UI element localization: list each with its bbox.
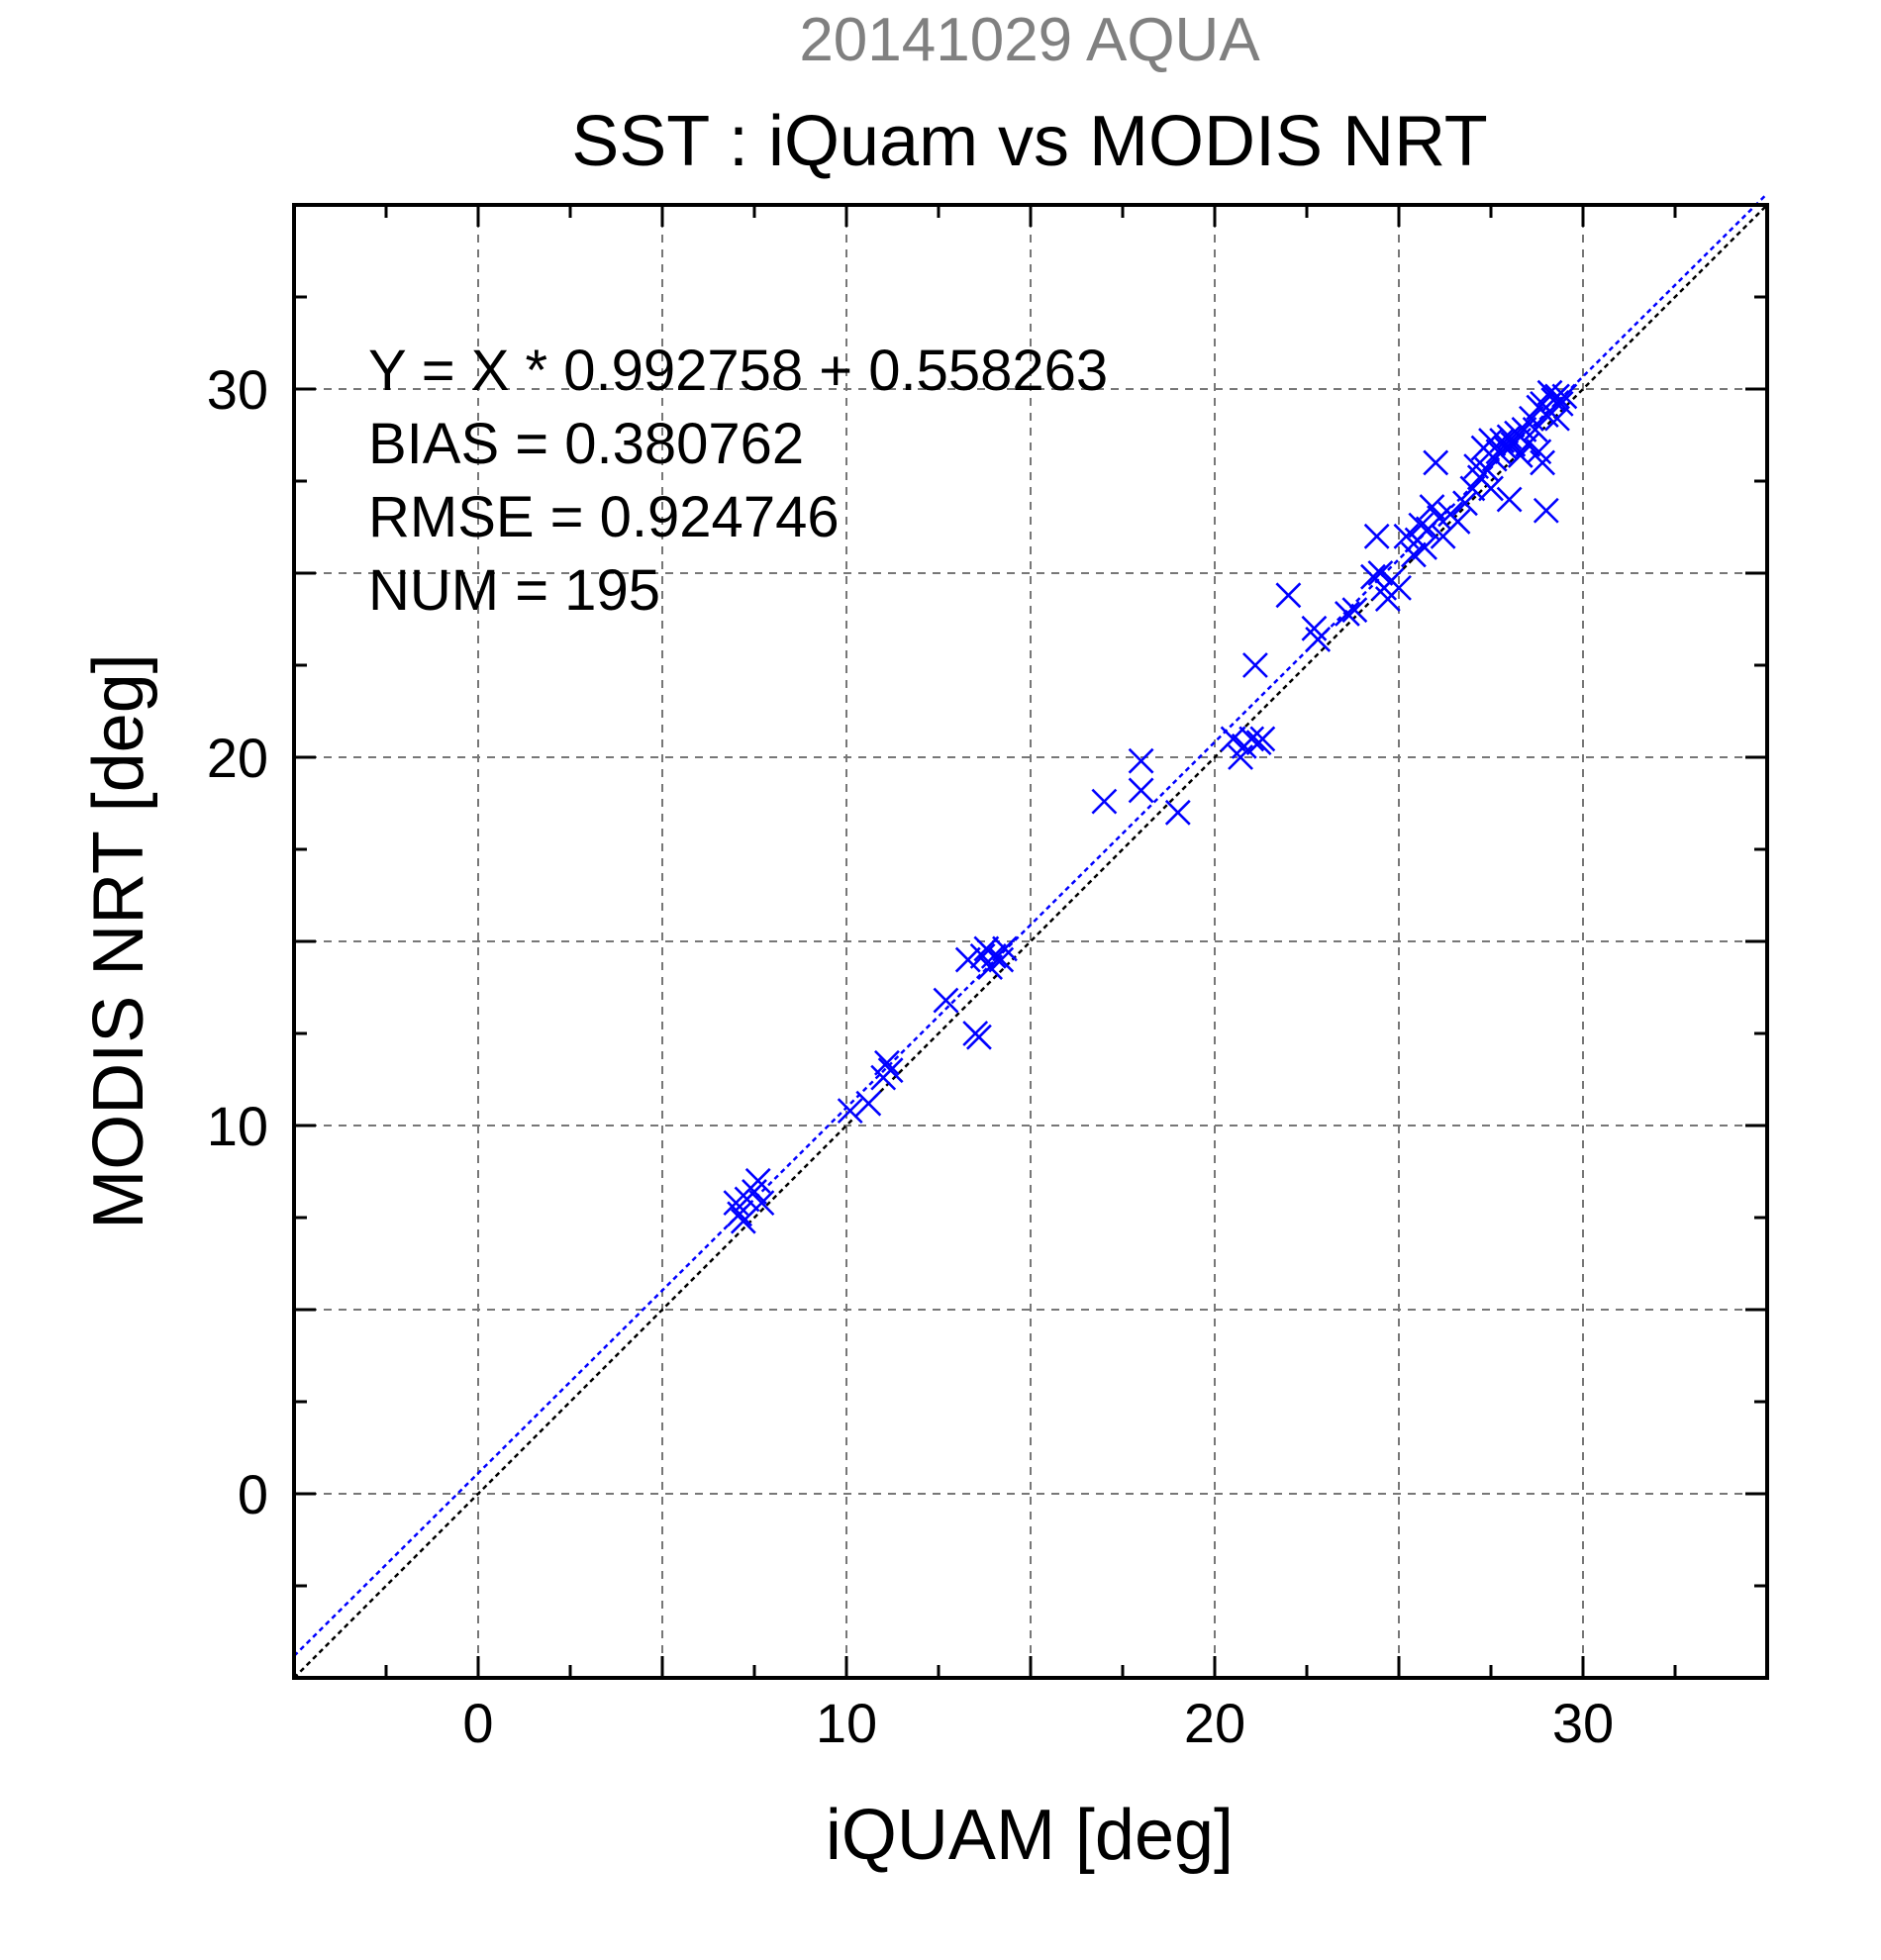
data-point — [1478, 475, 1504, 502]
data-point — [727, 1201, 753, 1227]
data-point — [1496, 424, 1523, 450]
data-point — [1164, 799, 1191, 826]
data-point — [1408, 512, 1435, 539]
data-point — [744, 1167, 771, 1194]
data-point — [1275, 582, 1302, 609]
data-point — [954, 946, 981, 973]
y-tick-label: 0 — [238, 1463, 268, 1525]
data-point — [933, 987, 959, 1014]
data-point — [1444, 509, 1471, 535]
stats-bias: BIAS = 0.380762 — [368, 412, 804, 476]
data-point — [1249, 726, 1276, 752]
data-point — [1367, 560, 1394, 586]
data-point — [1533, 497, 1559, 524]
stats-rmse: RMSE = 0.924746 — [368, 485, 840, 549]
data-point — [1386, 574, 1412, 601]
data-point — [966, 1024, 992, 1050]
data-point — [1305, 627, 1332, 652]
data-point — [1544, 383, 1570, 410]
data-point — [1544, 405, 1570, 432]
data-point — [1091, 788, 1118, 815]
data-point — [1238, 726, 1265, 752]
chart-suptitle: 20141029 AQUA — [799, 6, 1260, 74]
data-point — [1335, 601, 1360, 627]
data-point — [1220, 726, 1246, 752]
data-point — [1551, 383, 1578, 410]
data-point — [855, 1090, 882, 1117]
stats-fit-equation: Y = X * 0.992758 + 0.558263 — [368, 339, 1108, 403]
data-point — [1400, 541, 1427, 568]
y-axis-label: MODIS NRT [deg] — [79, 653, 158, 1229]
x-tick-label: 0 — [462, 1692, 493, 1754]
data-point — [1547, 390, 1574, 417]
data-point — [1341, 597, 1368, 624]
x-tick-label: 20 — [1184, 1692, 1245, 1754]
stats-box: Y = X * 0.992758 + 0.558263 BIAS = 0.380… — [368, 339, 1108, 623]
y-tick-label: 20 — [207, 727, 268, 789]
data-point — [1515, 431, 1541, 457]
data-point — [1423, 449, 1449, 476]
y-tick-label: 10 — [207, 1095, 268, 1157]
data-point — [1128, 747, 1154, 774]
tick-labels: 0 10 20 30 0 10 20 30 — [207, 358, 1614, 1754]
data-point — [1496, 486, 1523, 513]
data-point — [1530, 449, 1555, 476]
data-point — [1419, 494, 1445, 520]
data-point — [980, 942, 1007, 969]
x-tick-label: 30 — [1552, 1692, 1614, 1754]
data-point — [1242, 652, 1268, 678]
x-tick-label: 10 — [816, 1692, 877, 1754]
data-point — [1363, 523, 1390, 549]
grid — [294, 205, 1767, 1678]
chart-title: SST : iQuam vs MODIS NRT — [571, 102, 1488, 181]
data-point — [1452, 490, 1478, 517]
data-point — [837, 1098, 863, 1125]
data-point — [1459, 475, 1486, 502]
data-point — [748, 1190, 775, 1217]
plot-frame — [292, 203, 1769, 1680]
data-point — [874, 1049, 900, 1076]
y-tick-label: 30 — [207, 358, 268, 421]
stats-num: NUM = 195 — [368, 558, 660, 623]
x-axis-label: iQUAM [deg] — [826, 1796, 1234, 1875]
data-point — [1511, 417, 1537, 442]
data-point — [1128, 777, 1154, 804]
data-points — [723, 379, 1578, 1234]
data-point — [1522, 417, 1548, 442]
data-point — [992, 935, 1018, 962]
data-point — [877, 1057, 904, 1084]
